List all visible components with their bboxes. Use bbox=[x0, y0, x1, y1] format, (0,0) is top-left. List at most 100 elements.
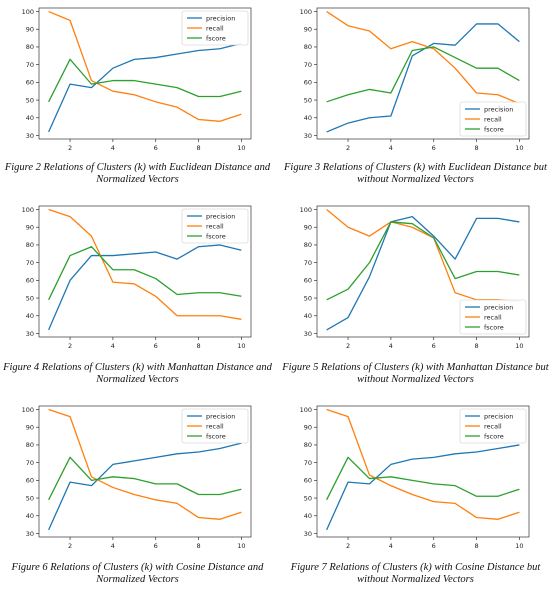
x-tick-label: 4 bbox=[389, 144, 393, 152]
chart-fig6: 30 40 50 60 70 80 90 100 2 4 6 8 10 precision recall fs… bbox=[22, 405, 252, 550]
y-tick-label: 30 bbox=[304, 132, 312, 140]
x-tick-label: 6 bbox=[432, 144, 436, 152]
series-line-fscore bbox=[326, 456, 520, 501]
chart-panel-fig4: 30 40 50 60 70 80 90 100 2 4 6 8 10 precision recall fs… bbox=[0, 198, 277, 396]
x-tick-label: 6 bbox=[154, 144, 158, 152]
caption-fig6: Figure 6 Relations of Clusters (k) with … bbox=[11, 562, 264, 585]
y-tick-label: 30 bbox=[26, 330, 34, 338]
chart-fig2: 30 40 50 60 70 80 90 100 2 4 6 8 10 precision recall fs… bbox=[22, 7, 252, 152]
legend-label-precision: precision bbox=[484, 105, 513, 113]
y-tick-label: 50 bbox=[304, 96, 312, 104]
series-line-recall bbox=[326, 10, 520, 105]
legend-box bbox=[459, 408, 527, 444]
y-tick-label: 40 bbox=[26, 312, 34, 320]
x-tick-label: 8 bbox=[196, 342, 200, 350]
series-line-fscore bbox=[48, 456, 242, 501]
y-tick-label: 40 bbox=[26, 512, 34, 520]
x-tick-label: 8 bbox=[196, 542, 200, 550]
chart-panel-fig7: 30 40 50 60 70 80 90 100 2 4 6 8 10 precision recall fs… bbox=[278, 398, 555, 593]
y-tick-label: 60 bbox=[26, 477, 34, 485]
x-tick-label: 10 bbox=[515, 542, 523, 550]
x-tick-label: 4 bbox=[111, 542, 115, 550]
y-tick-label: 30 bbox=[26, 132, 34, 140]
y-tick-label: 60 bbox=[26, 79, 34, 87]
caption-fig4: Figure 4 Relations of Clusters (k) with … bbox=[3, 362, 272, 385]
caption-fig7: Figure 7 Relations of Clusters (k) with … bbox=[290, 562, 541, 585]
y-tick-label: 60 bbox=[304, 79, 312, 87]
caption-fig3: Figure 3 Relations of Clusters (k) with … bbox=[284, 162, 547, 185]
x-tick-label: 6 bbox=[154, 342, 158, 350]
x-tick-label: 8 bbox=[474, 342, 478, 350]
y-tick-label: 90 bbox=[304, 424, 312, 432]
y-tick-label: 100 bbox=[300, 406, 312, 414]
y-tick-label: 70 bbox=[304, 61, 312, 69]
legend-label-fscore: fscore bbox=[206, 232, 226, 240]
legend: precision recall fscore bbox=[181, 408, 249, 444]
series-line-recall bbox=[48, 208, 242, 320]
x-tick-label: 6 bbox=[154, 542, 158, 550]
x-tick-label: 6 bbox=[432, 342, 436, 350]
x-tick-label: 8 bbox=[196, 144, 200, 152]
chart-panel-fig2: 30 40 50 60 70 80 90 100 2 4 6 8 10 precision recall fs… bbox=[0, 0, 277, 198]
x-tick-label: 2 bbox=[68, 542, 72, 550]
y-tick-label: 60 bbox=[26, 277, 34, 285]
x-tick-label: 10 bbox=[237, 342, 245, 350]
x-tick-label: 4 bbox=[389, 542, 393, 550]
legend-label-recall: recall bbox=[484, 313, 502, 321]
legend-label-fscore: fscore bbox=[484, 125, 504, 133]
series-line-precision bbox=[48, 244, 242, 331]
y-tick-label: 100 bbox=[22, 206, 34, 214]
y-tick-label: 90 bbox=[26, 224, 34, 232]
legend-label-recall: recall bbox=[484, 422, 502, 430]
series-line-fscore bbox=[326, 46, 520, 103]
y-tick-label: 90 bbox=[304, 26, 312, 34]
y-tick-label: 80 bbox=[26, 43, 34, 51]
x-tick-label: 2 bbox=[68, 342, 72, 350]
x-tick-label: 2 bbox=[346, 342, 350, 350]
series-line-fscore bbox=[48, 246, 242, 301]
legend-label-recall: recall bbox=[206, 422, 224, 430]
y-tick-label: 50 bbox=[26, 494, 34, 502]
x-tick-label: 2 bbox=[68, 144, 72, 152]
legend-label-fscore: fscore bbox=[206, 34, 226, 42]
y-tick-label: 80 bbox=[26, 241, 34, 249]
legend: precision recall fscore bbox=[459, 101, 527, 137]
x-tick-label: 10 bbox=[515, 342, 523, 350]
caption-fig2: Figure 2 Relations of Clusters (k) with … bbox=[4, 162, 271, 185]
y-tick-label: 80 bbox=[304, 441, 312, 449]
legend-box bbox=[459, 299, 527, 335]
legend-box bbox=[181, 10, 249, 46]
x-tick-label: 2 bbox=[346, 542, 350, 550]
legend-label-precision: precision bbox=[206, 212, 235, 220]
x-tick-label: 10 bbox=[237, 542, 245, 550]
chart-panel-fig6: 30 40 50 60 70 80 90 100 2 4 6 8 10 precision recall fs… bbox=[0, 398, 277, 593]
x-tick-label: 2 bbox=[346, 144, 350, 152]
y-tick-label: 50 bbox=[26, 294, 34, 302]
y-tick-label: 50 bbox=[26, 96, 34, 104]
series-line-precision bbox=[48, 442, 242, 531]
y-tick-label: 70 bbox=[26, 61, 34, 69]
y-tick-label: 80 bbox=[304, 43, 312, 51]
x-tick-label: 8 bbox=[474, 144, 478, 152]
chart-panel-fig3: 30 40 50 60 70 80 90 100 2 4 6 8 10 precision recall fs… bbox=[278, 0, 555, 198]
legend-label-recall: recall bbox=[206, 222, 224, 230]
y-tick-label: 90 bbox=[304, 224, 312, 232]
chart-fig5: 30 40 50 60 70 80 90 100 2 4 6 8 10 precision recall fs… bbox=[300, 205, 530, 350]
x-tick-label: 4 bbox=[389, 342, 393, 350]
legend: precision recall fscore bbox=[459, 299, 527, 335]
caption-fig5: Figure 5 Relations of Clusters (k) with … bbox=[282, 362, 549, 385]
series-line-recall bbox=[48, 10, 242, 122]
series-line-precision bbox=[48, 42, 242, 133]
x-tick-label: 6 bbox=[432, 542, 436, 550]
y-tick-label: 30 bbox=[26, 530, 34, 538]
x-tick-label: 8 bbox=[474, 542, 478, 550]
y-tick-label: 80 bbox=[304, 241, 312, 249]
legend-label-fscore: fscore bbox=[484, 432, 504, 440]
chart-fig3: 30 40 50 60 70 80 90 100 2 4 6 8 10 precision recall fs… bbox=[300, 7, 530, 152]
series-line-fscore bbox=[326, 221, 520, 301]
legend-label-precision: precision bbox=[206, 412, 235, 420]
legend-label-recall: recall bbox=[206, 24, 224, 32]
legend-label-precision: precision bbox=[206, 14, 235, 22]
legend-label-precision: precision bbox=[484, 412, 513, 420]
series-line-precision bbox=[326, 23, 520, 133]
